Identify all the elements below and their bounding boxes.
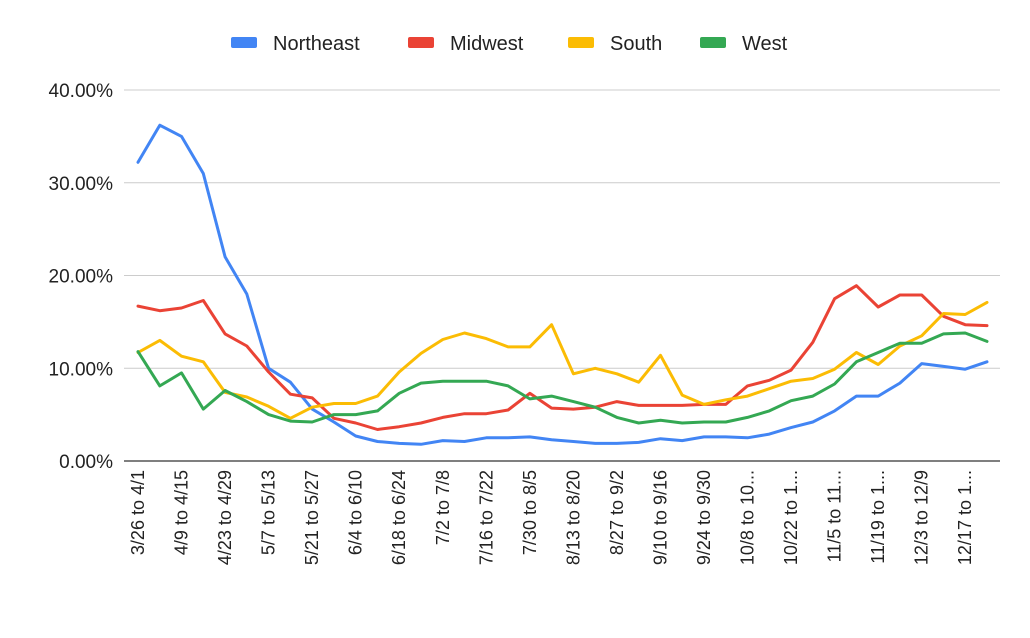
y-axis-ticks: 0.00% 10.00% 20.00% 30.00% 40.00%: [49, 81, 114, 473]
legend-swatch: [568, 37, 594, 48]
legend-label: Midwest: [450, 33, 524, 55]
y-tick-label: 30.00%: [49, 174, 114, 195]
legend-swatch: [408, 37, 434, 48]
x-tick-label: 4/9 to 4/15: [172, 470, 192, 555]
x-tick-label: 12/3 to 12/9: [912, 470, 932, 565]
series-line-west: [136, 331, 989, 425]
series-lines: [136, 123, 989, 446]
series-line-south: [136, 300, 989, 420]
legend-swatch: [231, 37, 257, 48]
x-tick-label: 7/16 to 7/22: [476, 470, 496, 565]
x-tick-label: 11/5 to 11...: [825, 470, 845, 562]
x-axis-ticks: 3/26 to 4/1 4/9 to 4/15 4/23 to 4/29 5/7 to…: [128, 470, 975, 565]
x-tick-label: 7/2 to 7/8: [433, 470, 453, 545]
x-tick-label: 11/19 to 1...: [868, 470, 888, 564]
x-tick-label: 5/21 to 5/27: [302, 470, 322, 565]
x-tick-label: 10/22 to 1...: [781, 470, 801, 565]
x-tick-label: 4/23 to 4/29: [215, 470, 235, 565]
legend-label: West: [742, 33, 788, 55]
series-line-northeast: [136, 123, 989, 446]
y-tick-label: 40.00%: [49, 81, 114, 102]
x-tick-label: 10/8 to 10...: [738, 470, 758, 565]
y-tick-label: 10.00%: [49, 359, 114, 380]
x-tick-label: 6/18 to 6/24: [389, 470, 409, 565]
x-tick-label: 8/27 to 9/2: [607, 470, 627, 555]
x-tick-label: 3/26 to 4/1: [128, 470, 148, 555]
x-tick-label: 6/4 to 6/10: [346, 470, 366, 555]
x-tick-label: 5/7 to 5/13: [259, 470, 279, 555]
x-tick-label: 12/17 to 1...: [955, 470, 975, 565]
legend-label: South: [610, 33, 662, 55]
x-tick-label: 9/24 to 9/30: [694, 470, 714, 565]
x-tick-label: 9/10 to 9/16: [650, 470, 670, 565]
series-line-midwest: [136, 284, 989, 431]
x-tick-label: 7/30 to 8/5: [520, 470, 540, 555]
y-tick-label: 20.00%: [49, 267, 114, 288]
y-tick-label: 0.00%: [59, 452, 113, 473]
legend: Northeast Midwest South West: [231, 33, 788, 55]
legend-label: Northeast: [273, 33, 360, 55]
legend-swatch: [700, 37, 726, 48]
x-tick-label: 8/13 to 8/20: [563, 470, 583, 565]
